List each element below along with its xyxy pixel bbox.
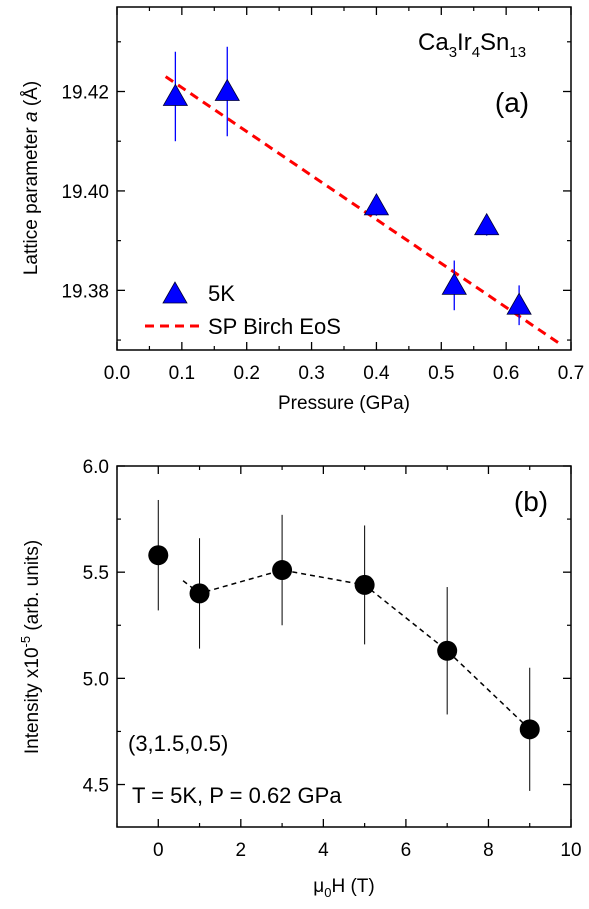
legend-label-5k: 5K: [208, 281, 235, 306]
data-point-intensity: [437, 640, 458, 661]
data-point-intensity: [354, 574, 375, 595]
data-point-5k: [473, 212, 500, 236]
x-axis-label-b: μ0H (T): [313, 876, 374, 900]
y-axis-label-a: Lattice parameter a (Å): [21, 81, 42, 275]
plot-frame-b: [116, 465, 572, 828]
x-tick-label-a: 0.6: [493, 363, 519, 384]
x-axis-label-a: Pressure (GPa): [278, 393, 410, 414]
legend-a: 5K SP Birch EoS: [145, 281, 341, 339]
x-tick-label-a: 0.3: [298, 363, 324, 384]
data-point-5k: [441, 272, 467, 295]
x-tick-label-b: 10: [560, 840, 581, 861]
x-tick-label-b: 4: [318, 840, 329, 861]
x-tick-label-a: 0.4: [363, 363, 390, 384]
x-tick-label-b: 8: [483, 840, 494, 861]
panel-label-b: (b): [514, 486, 548, 517]
y-tick-label-b: 4.5: [83, 776, 109, 797]
x-tick-label-a: 0.2: [234, 363, 260, 384]
data-points-a: [162, 46, 532, 326]
x-tick-label-b: 6: [401, 840, 412, 861]
axis-ticks-a: 0.0 0.1 0.2 0.3 0.4 0.5 0.6 0.7 19.38 19.40 19.42: [61, 7, 584, 384]
y-tick-label-b: 5.0: [83, 669, 109, 690]
fit-line-a: [164, 75, 559, 344]
y-tick-label-a: 19.38: [61, 281, 109, 302]
data-point-5k: [506, 292, 532, 315]
eos-fit-line: [164, 75, 559, 344]
x-tick-label-b: 0: [153, 840, 164, 861]
data-point-5k: [162, 83, 189, 106]
y-tick-label-a: 19.40: [61, 182, 109, 203]
plot-frame-a: [116, 6, 572, 351]
x-tick-label-a: 0.1: [169, 363, 195, 384]
data-points-b: [148, 499, 540, 791]
panel-label-a: (a): [495, 87, 529, 118]
data-point-intensity: [148, 545, 169, 566]
compound-formula: Ca3Ir4Sn13: [418, 29, 526, 61]
y-tick-label-b: 5.5: [83, 563, 109, 584]
y-tick-label-a: 19.42: [61, 83, 109, 104]
guide-line-b: [182, 569, 531, 730]
data-point-5k: [214, 78, 240, 101]
data-point-intensity: [189, 583, 210, 604]
panel-a: 0.0 0.1 0.2 0.3 0.4 0.5 0.6 0.719.3819.4019.42 …: [21, 6, 584, 414]
data-point-intensity: [519, 719, 540, 740]
axis-ticks-b: 0 2 4 6 8 10 4.5 5.0 5.5 6.0: [83, 457, 582, 861]
reflection-annotation: (3,1.5,0.5): [128, 731, 228, 756]
data-point-intensity: [272, 560, 293, 581]
panel-b: 0 2 4 6 8 10 4.5 5.0 5.5 6.0 (b) (3,1.5,0.5) T = …: [18, 457, 582, 900]
legend-label-eos: SP Birch EoS: [208, 314, 341, 339]
x-tick-label-b: 2: [236, 840, 247, 861]
conditions-annotation: T = 5K, P = 0.62 GPa: [132, 783, 342, 808]
x-tick-label-a: 0.0: [104, 363, 130, 384]
x-tick-label-a: 0.5: [428, 363, 454, 384]
legend-marker-5k: [162, 281, 188, 304]
y-axis-label-b: Intensity x10-5 (arb. units): [18, 540, 43, 754]
guide-dashed-line: [182, 569, 531, 730]
y-tick-label-b: 6.0: [83, 457, 109, 478]
x-tick-label-a: 0.7: [558, 363, 584, 384]
data-point-5k: [363, 193, 390, 216]
